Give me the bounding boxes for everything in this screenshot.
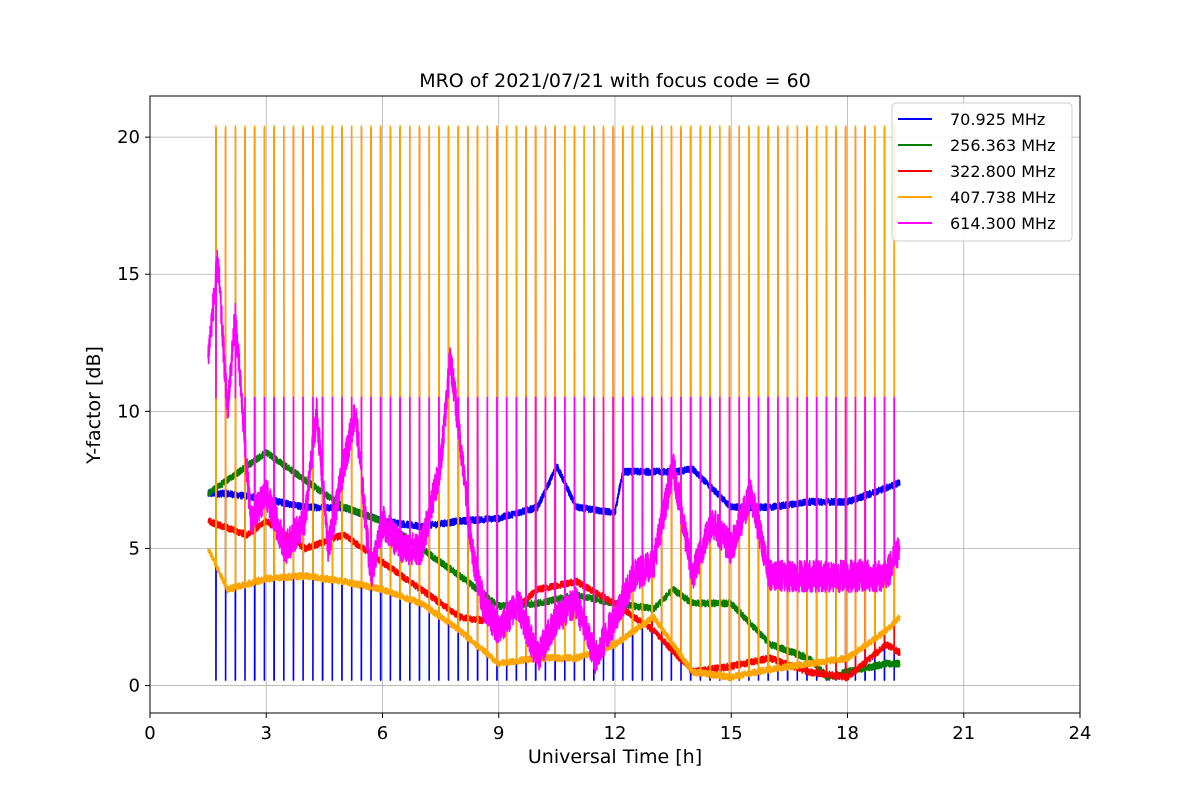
tick-layer: 0 3 6 9 12 15 18 21 24 0 5 10 15 20 xyxy=(117,127,1091,744)
x-tick-label: 9 xyxy=(493,723,504,744)
y-tick-label: 0 xyxy=(129,676,140,697)
x-tick-label: 24 xyxy=(1069,723,1092,744)
x-tick-label: 3 xyxy=(261,723,272,744)
legend-label: 256.363 MHz xyxy=(950,136,1055,155)
series-line-3 xyxy=(207,125,901,682)
legend-label: 614.300 MHz xyxy=(950,214,1055,233)
y-tick-label: 5 xyxy=(129,538,140,559)
x-tick-label: 18 xyxy=(836,723,859,744)
y-tick-label: 15 xyxy=(117,264,140,285)
legend-box xyxy=(891,102,1073,242)
y-tick-label: 10 xyxy=(117,401,140,422)
x-tick-label: 12 xyxy=(604,723,627,744)
legend-label: 322.800 MHz xyxy=(950,162,1055,181)
x-tick-label: 21 xyxy=(952,723,975,744)
y-tick-label: 20 xyxy=(117,127,140,148)
legend-label: 70.925 MHz xyxy=(950,110,1045,129)
y-axis-label: Y-factor [dB] xyxy=(83,346,105,465)
x-tick-label: 0 xyxy=(144,723,155,744)
x-tick-label: 6 xyxy=(377,723,388,744)
x-tick-label: 15 xyxy=(720,723,743,744)
legend-label: 407.738 MHz xyxy=(950,188,1055,207)
legend: 70.925 MHz 256.363 MHz 322.800 MHz 407.738 … xyxy=(891,102,1073,242)
series-layer xyxy=(207,125,901,682)
series-line-4 xyxy=(207,249,901,674)
chart-title: MRO of 2021/07/21 with focus code = 60 xyxy=(419,70,811,92)
x-axis-label: Universal Time [h] xyxy=(528,746,702,768)
